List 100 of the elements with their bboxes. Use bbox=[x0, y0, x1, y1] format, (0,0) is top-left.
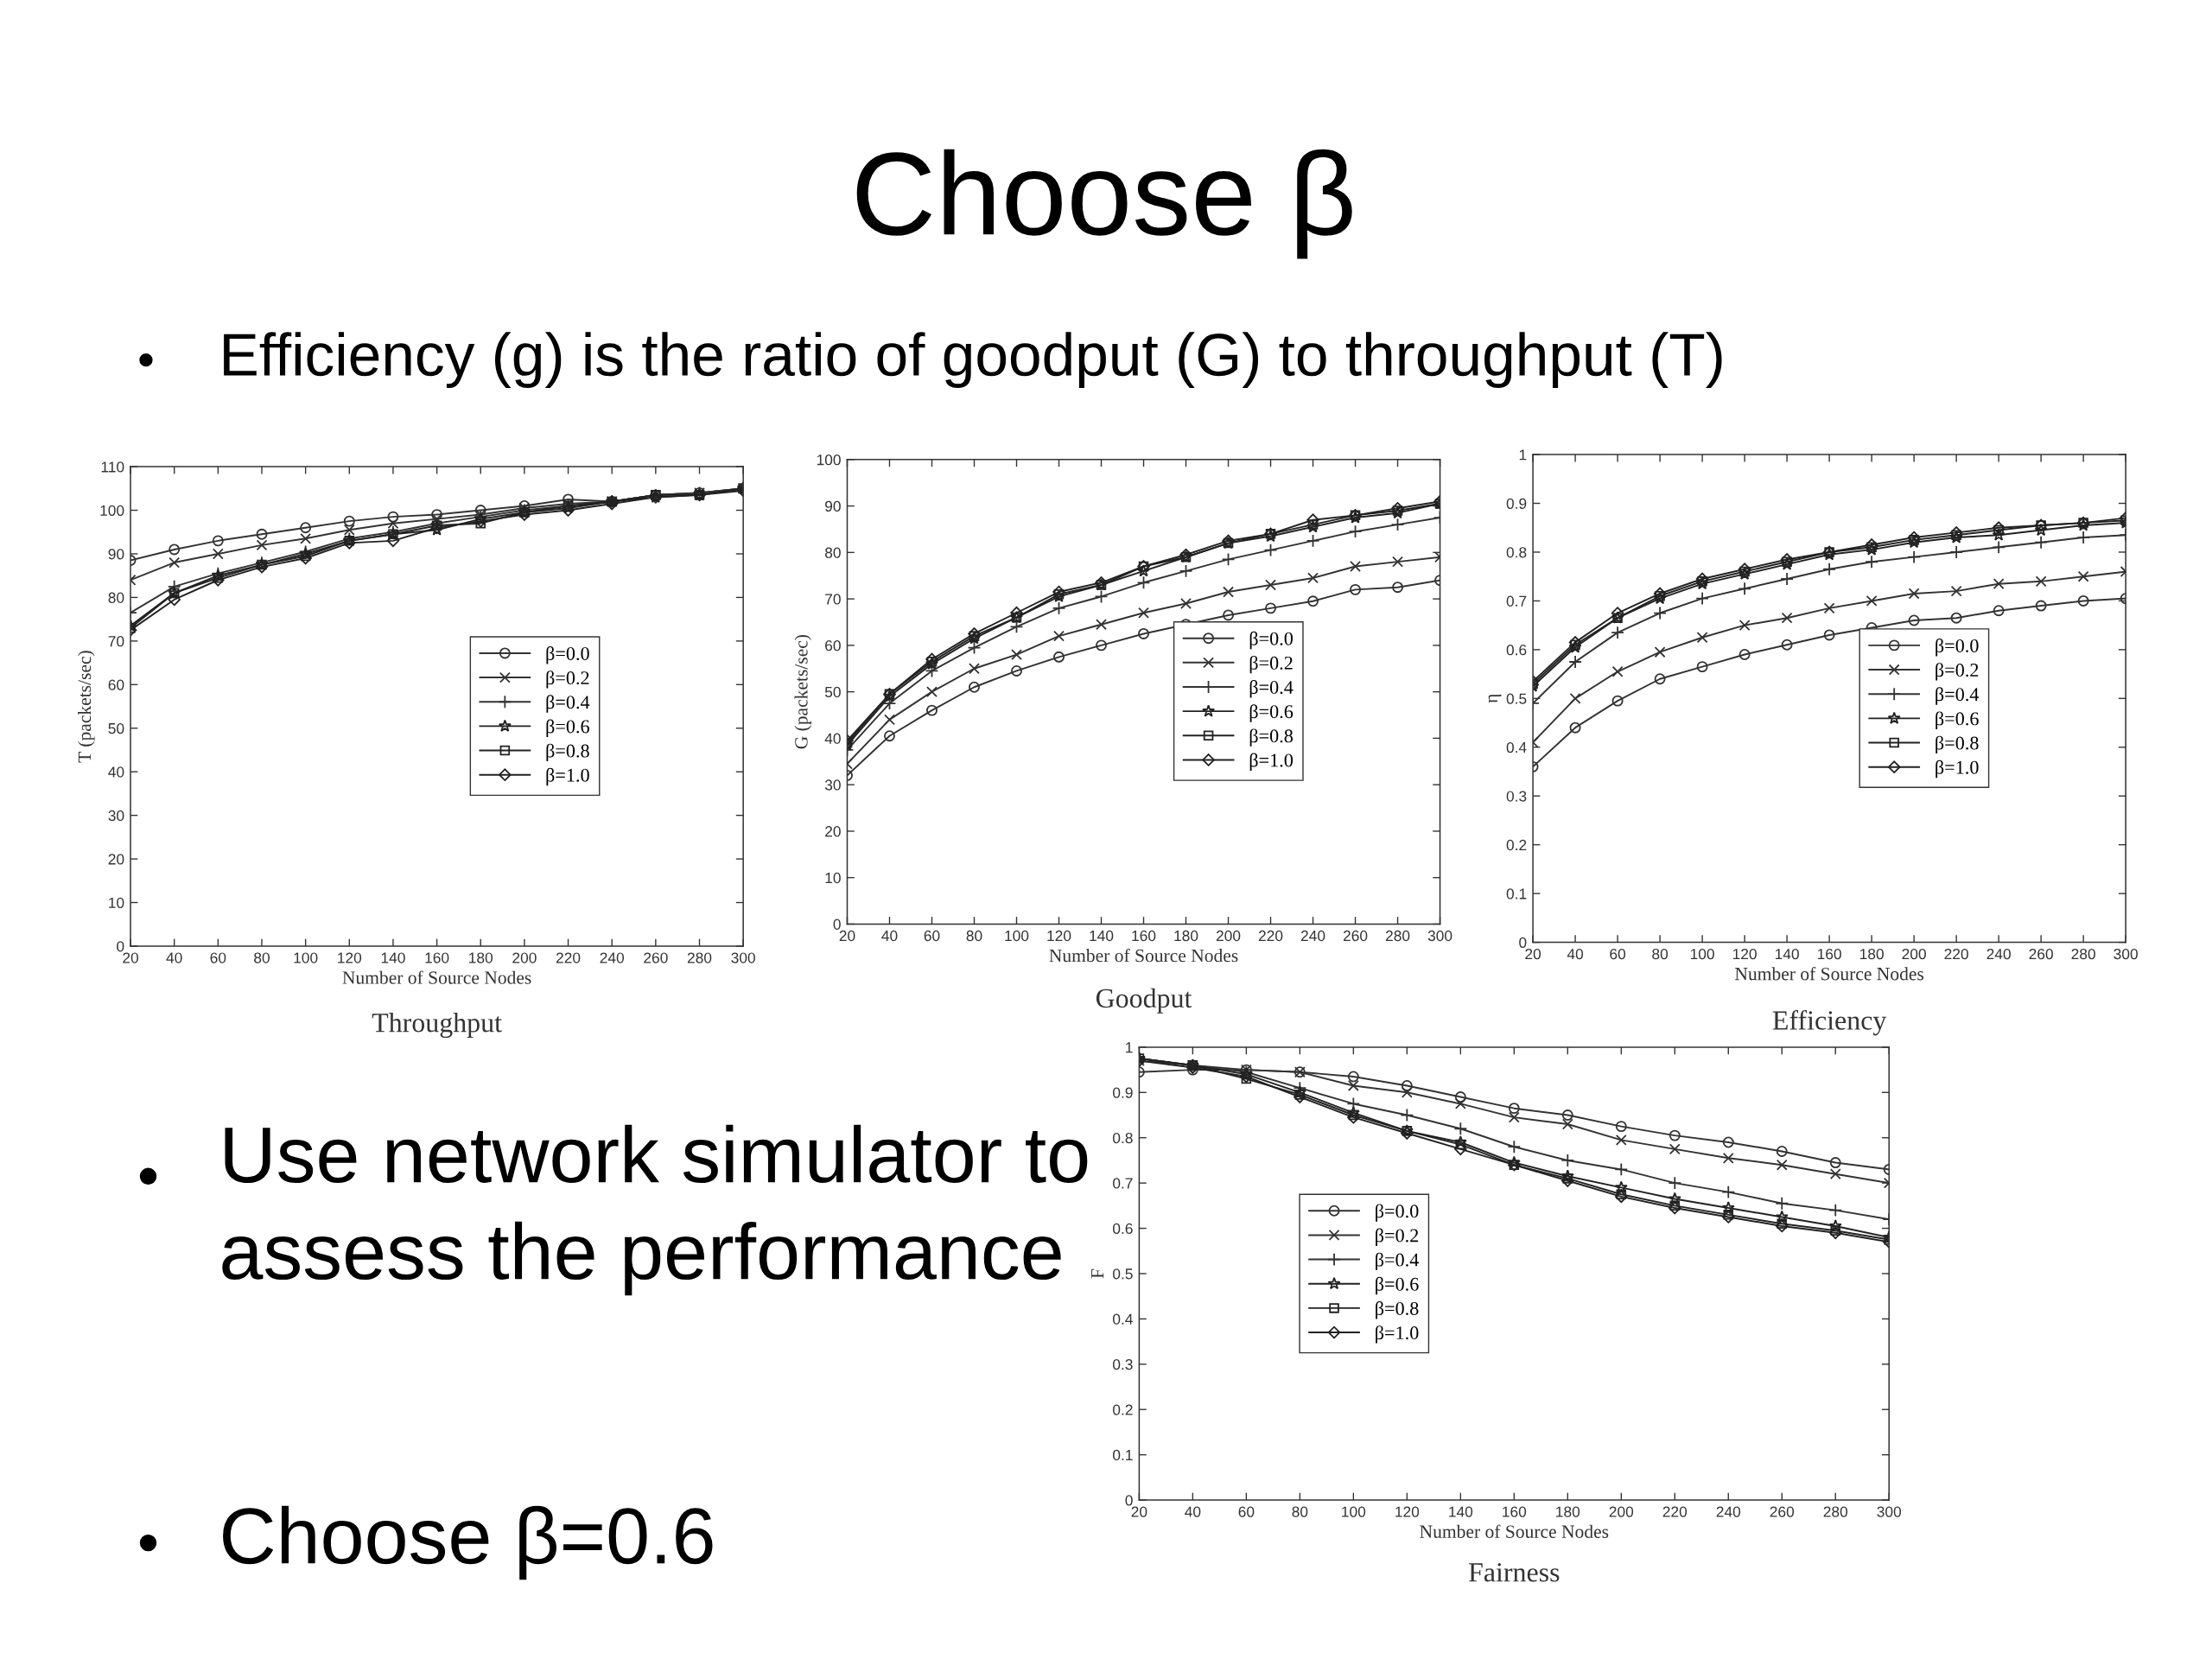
y-tick-label: 1 bbox=[1519, 449, 1527, 461]
y-axis-title: T (packets/sec) bbox=[78, 651, 95, 763]
text: Goodput bbox=[1096, 988, 1192, 1014]
legend-label: β=0.6 bbox=[1249, 704, 1294, 722]
y-tick-label: 40 bbox=[108, 766, 124, 778]
y-tick-label: 30 bbox=[108, 810, 124, 822]
x-tick-label: 140 bbox=[1449, 1506, 1473, 1517]
y-tick-label: 50 bbox=[108, 722, 124, 734]
y-tick-label: 0.9 bbox=[1113, 1087, 1133, 1098]
x-axis-title: Number of Source Nodes bbox=[342, 970, 531, 984]
x-tick-label: 240 bbox=[1716, 1506, 1741, 1517]
x-tick-label: 120 bbox=[338, 952, 362, 963]
legend-label: β=0.8 bbox=[546, 743, 589, 762]
x-tick-label: 260 bbox=[2029, 948, 2053, 960]
x-axis-title: Number of Source Nodes bbox=[1049, 948, 1238, 963]
y-tick-label: 110 bbox=[101, 461, 124, 473]
x-tick-label: 80 bbox=[1292, 1506, 1308, 1517]
x-tick-label: 180 bbox=[1556, 1506, 1580, 1517]
x-tick-label: 200 bbox=[1902, 948, 1926, 960]
x-tick-label: 20 bbox=[123, 952, 139, 963]
y-tick-label: 0 bbox=[1519, 937, 1527, 949]
y-tick-label: 0 bbox=[1125, 1495, 1133, 1506]
x-tick-label: 60 bbox=[210, 952, 226, 963]
x-tick-label: 120 bbox=[1732, 948, 1757, 960]
x-tick-label: 200 bbox=[1216, 930, 1241, 942]
x-tick-label: 80 bbox=[1652, 948, 1669, 960]
x-tick-label: 280 bbox=[687, 952, 712, 963]
x-tick-label: 220 bbox=[1944, 948, 1968, 960]
y-tick-label: 0.1 bbox=[1113, 1449, 1133, 1461]
x-tick-label: 60 bbox=[1238, 1506, 1255, 1517]
y-tick-label: 80 bbox=[824, 547, 841, 558]
y-tick-label: 90 bbox=[825, 500, 841, 512]
y-tick-label: 0.5 bbox=[1506, 693, 1527, 704]
legend-label: β=1.0 bbox=[1249, 753, 1294, 771]
y-tick-label: 100 bbox=[817, 454, 841, 466]
y-tick-label: 0.5 bbox=[1113, 1268, 1133, 1280]
y-tick-label: 0.6 bbox=[1506, 645, 1527, 656]
y-tick-label: 60 bbox=[108, 679, 124, 690]
y-axis-title: G (packets/sec) bbox=[794, 634, 812, 749]
x-tick-label: 200 bbox=[1609, 1506, 1634, 1517]
x-tick-label: 300 bbox=[1877, 1506, 1902, 1517]
x-axis-title: Number of Source Nodes bbox=[1420, 1524, 1609, 1538]
x-tick-label: 240 bbox=[600, 952, 625, 963]
legend-label: β=0.4 bbox=[546, 695, 590, 713]
y-tick-label: 80 bbox=[108, 592, 124, 603]
x-tick-label: 100 bbox=[1342, 1506, 1366, 1517]
y-tick-label: 0.4 bbox=[1506, 741, 1527, 753]
x-tick-label: 100 bbox=[1005, 930, 1029, 942]
x-tick-label: 200 bbox=[512, 952, 537, 963]
y-tick-label: 0 bbox=[117, 941, 124, 952]
y-tick-label: 0.8 bbox=[1506, 547, 1527, 558]
x-tick-label: 240 bbox=[1300, 930, 1325, 942]
y-tick-label: 100 bbox=[100, 505, 124, 516]
text: Efficiency bbox=[1772, 1010, 1887, 1036]
y-tick-label: 0.3 bbox=[1113, 1358, 1133, 1370]
y-tick-label: 20 bbox=[825, 826, 841, 837]
y-axis-title: η bbox=[1488, 694, 1502, 703]
y-tick-label: 0 bbox=[833, 918, 841, 930]
legend-label: β=0.8 bbox=[1249, 728, 1294, 747]
y-tick-label: 0.6 bbox=[1113, 1223, 1133, 1235]
x-tick-label: 300 bbox=[2113, 948, 2138, 960]
text: Throughput bbox=[372, 1013, 502, 1039]
y-tick-label: 20 bbox=[108, 854, 124, 865]
y-tick-label: 0.4 bbox=[1113, 1313, 1133, 1325]
y-tick-label: 0.7 bbox=[1113, 1178, 1133, 1189]
legend-label: β=0.0 bbox=[546, 646, 589, 664]
legend-label: β=0.6 bbox=[1936, 711, 1979, 729]
x-tick-label: 220 bbox=[556, 952, 581, 963]
x-tick-label: 40 bbox=[166, 952, 182, 963]
text: Choose β=0.6 bbox=[223, 1505, 713, 1580]
x-tick-label: 160 bbox=[425, 952, 449, 963]
x-tick-label: 260 bbox=[644, 952, 668, 963]
y-tick-label: 40 bbox=[824, 733, 841, 744]
text: Efficiency (g) is the ratio of goodput (G) to throughput (T) bbox=[224, 332, 1722, 389]
x-tick-label: 160 bbox=[1132, 930, 1156, 942]
legend-label: β=0.2 bbox=[546, 671, 589, 689]
x-tick-label: 280 bbox=[1823, 1506, 1848, 1517]
x-tick-label: 60 bbox=[924, 930, 940, 942]
text: Choose β bbox=[856, 149, 1352, 259]
y-tick-label: 0.9 bbox=[1506, 498, 1527, 509]
x-tick-label: 140 bbox=[1775, 948, 1799, 960]
legend-label: β=1.0 bbox=[1376, 1325, 1419, 1344]
legend-label: β=0.0 bbox=[1249, 631, 1294, 650]
legend-label: β=0.8 bbox=[1936, 735, 1979, 754]
legend-label: β=0.8 bbox=[1376, 1301, 1419, 1319]
x-tick-label: 140 bbox=[1090, 930, 1114, 942]
x-tick-label: 140 bbox=[381, 952, 405, 963]
x-tick-label: 280 bbox=[1385, 930, 1410, 942]
legend-label: β=0.6 bbox=[1376, 1276, 1419, 1295]
y-tick-label: 10 bbox=[825, 872, 841, 884]
x-tick-label: 120 bbox=[1395, 1506, 1420, 1517]
x-tick-label: 220 bbox=[1662, 1506, 1688, 1517]
legend-label: β=0.0 bbox=[1936, 639, 1979, 657]
legend-label: β=0.2 bbox=[1249, 655, 1293, 674]
x-tick-label: 220 bbox=[1258, 930, 1283, 942]
y-tick-label: 10 bbox=[109, 897, 124, 908]
y-tick-label: 0.3 bbox=[1506, 791, 1527, 802]
x-tick-label: 40 bbox=[1185, 1506, 1201, 1517]
x-tick-label: 300 bbox=[731, 952, 755, 963]
x-tick-label: 180 bbox=[1174, 930, 1198, 942]
